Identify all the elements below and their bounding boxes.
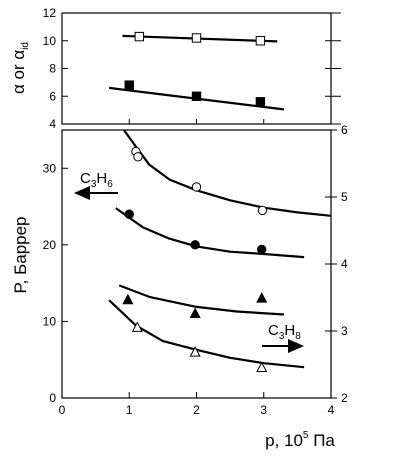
left-y-tick-label: 10	[43, 314, 57, 328]
right-y-tick-label: 4	[341, 257, 348, 271]
x-tick-label: 3	[260, 403, 267, 417]
fit-curve	[123, 129, 332, 217]
bottom-panel-marks	[108, 129, 332, 373]
data-point	[255, 97, 266, 107]
data-point	[255, 36, 266, 46]
top-y-axis-label: α or αid	[9, 42, 31, 94]
left-arrow-icon	[74, 186, 118, 200]
data-point	[189, 307, 201, 318]
data-point	[189, 346, 201, 357]
right-y-tick-label: 6	[341, 123, 348, 137]
top-y-tick-label: 12	[43, 6, 57, 20]
bottom-y-axis-label: P, Баррер	[11, 216, 30, 293]
data-point	[257, 205, 268, 216]
top-panel-frame	[61, 12, 332, 125]
left-y-tick-label: 20	[43, 238, 57, 252]
data-point	[257, 244, 267, 255]
right-y-tick-label: 5	[341, 190, 348, 204]
data-point	[256, 361, 268, 373]
top-y-tick-label: 6	[49, 89, 56, 103]
data-point	[124, 80, 134, 90]
right-y-tick-label: 3	[341, 324, 348, 338]
left-y-tick-label: 30	[43, 161, 57, 175]
top-y-tick-label: 8	[49, 62, 56, 76]
data-point	[191, 182, 202, 192]
propylene-label: C3H6	[80, 170, 113, 190]
fit-curve	[115, 207, 305, 259]
data-point	[256, 292, 268, 303]
right-arrow-icon	[262, 339, 304, 353]
top-y-tick-label: 10	[43, 34, 57, 48]
data-point	[131, 321, 143, 332]
x-axis-label: p, 105 Па	[265, 430, 335, 450]
fit-curve	[118, 284, 284, 316]
x-tick-label: 2	[193, 403, 200, 417]
data-point	[122, 293, 134, 305]
data-point	[134, 31, 145, 42]
x-tick-label: 1	[126, 403, 133, 417]
top-y-tick-label: 4	[49, 117, 56, 131]
top-panel-marks	[108, 31, 285, 111]
bottom-panel-ticks: 0 10 20 30 2 3 4 5 6 0 1 2 3 4	[43, 123, 348, 417]
x-tick-label: 4	[328, 403, 335, 417]
left-y-tick-label: 0	[49, 391, 56, 405]
data-point	[191, 33, 202, 43]
data-point	[191, 91, 202, 101]
propane-label: C3H8	[268, 322, 301, 342]
data-point	[124, 209, 134, 219]
top-panel-ticks: 4 6 8 10 12	[43, 6, 341, 131]
x-tick-label: 0	[59, 403, 66, 417]
right-y-tick-label: 2	[341, 391, 348, 405]
data-point	[190, 240, 200, 250]
data-point	[133, 152, 143, 162]
